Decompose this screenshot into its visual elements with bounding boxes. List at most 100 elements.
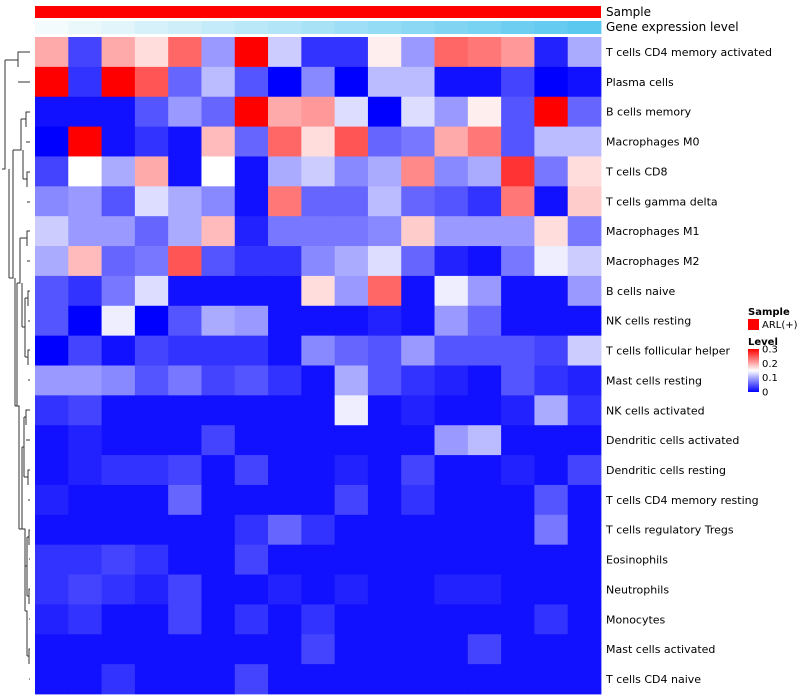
heatmap-cell bbox=[201, 275, 236, 307]
heatmap-cell bbox=[534, 275, 569, 307]
heatmap-cell bbox=[134, 514, 169, 546]
heatmap-cell bbox=[301, 425, 336, 456]
heatmap-cell bbox=[134, 634, 169, 665]
heatmap-cell bbox=[35, 514, 69, 546]
heatmap-cell bbox=[168, 604, 202, 635]
heatmap-cell bbox=[101, 96, 136, 127]
heatmap-cell bbox=[501, 604, 535, 635]
heatmap-cell bbox=[35, 305, 69, 337]
annotation-label-gene-expression: Gene expression level bbox=[606, 20, 739, 34]
heatmap-cell bbox=[68, 634, 102, 665]
heatmap-cell bbox=[234, 305, 269, 337]
heatmap-cell bbox=[268, 216, 302, 247]
row-label: T cells gamma delta bbox=[605, 195, 718, 208]
heatmap-cell bbox=[334, 634, 369, 665]
row-label: T cells CD4 memory activated bbox=[605, 46, 772, 59]
legend: Sample ARL(+) Level 0.3 0.2 0.1 0 bbox=[748, 307, 798, 399]
heatmap-cell bbox=[201, 514, 236, 546]
heatmap-cell bbox=[534, 574, 569, 605]
heatmap-cell bbox=[401, 365, 435, 396]
heatmap-cell bbox=[467, 37, 502, 68]
heatmap-cell bbox=[501, 395, 535, 426]
heatmap-cell bbox=[434, 574, 469, 605]
heatmap-cell bbox=[467, 275, 502, 307]
heatmap-cell bbox=[68, 246, 102, 277]
heatmap-cell bbox=[367, 66, 402, 98]
heatmap-cell bbox=[401, 126, 435, 157]
legend-level-title: Level bbox=[748, 337, 778, 348]
heatmap-cell bbox=[534, 126, 569, 157]
heatmap-cell bbox=[234, 246, 269, 277]
heatmap-cell bbox=[35, 664, 69, 695]
heatmap-cell bbox=[101, 37, 136, 68]
heatmap-cell bbox=[134, 37, 169, 68]
heatmap-cell bbox=[434, 305, 469, 337]
heatmap-cell bbox=[35, 37, 69, 68]
heatmap-cell bbox=[134, 544, 169, 575]
heatmap-cell bbox=[101, 574, 136, 605]
heatmap-cell bbox=[301, 365, 336, 396]
heatmap-cell bbox=[567, 425, 602, 456]
heatmap-cell bbox=[467, 455, 502, 486]
heatmap-cell bbox=[35, 156, 69, 187]
heatmap-cell bbox=[501, 37, 535, 68]
heatmap-cell bbox=[68, 305, 102, 337]
heatmap-cell bbox=[367, 96, 402, 127]
heatmap-cell bbox=[134, 275, 169, 307]
heatmap-cell bbox=[301, 246, 336, 277]
heatmap-cell bbox=[501, 96, 535, 127]
heatmap-cell bbox=[534, 305, 569, 337]
legend-level-tick: 0.2 bbox=[762, 359, 778, 370]
heatmap-cell bbox=[68, 514, 102, 546]
heatmap-cell bbox=[101, 634, 136, 665]
heatmap-cell bbox=[268, 395, 302, 426]
heatmap-cell bbox=[434, 634, 469, 665]
heatmap-cell bbox=[501, 335, 535, 366]
heatmap-cell bbox=[401, 96, 435, 127]
heatmap-cell bbox=[334, 156, 369, 187]
heatmap-cell bbox=[501, 455, 535, 486]
heatmap-cell bbox=[334, 544, 369, 575]
heatmap-cell bbox=[35, 126, 69, 157]
heatmap-cell bbox=[534, 96, 569, 127]
heatmap-cell bbox=[334, 425, 369, 456]
heatmap-cell bbox=[234, 544, 269, 575]
row-label: Dendritic cells activated bbox=[606, 434, 739, 447]
annotation-label-sample: Sample bbox=[606, 5, 651, 19]
heatmap-cell bbox=[268, 305, 302, 337]
heatmap-cell bbox=[234, 365, 269, 396]
heatmap-cell bbox=[534, 186, 569, 217]
heatmap-cell bbox=[301, 156, 336, 187]
row-label: Mast cells activated bbox=[606, 643, 715, 656]
heatmap-cell bbox=[434, 66, 469, 98]
heatmap-cell bbox=[501, 664, 535, 695]
legend-sample-swatch bbox=[748, 319, 759, 330]
heatmap-cell bbox=[68, 604, 102, 635]
heatmap-cell bbox=[501, 634, 535, 665]
heatmap-cell bbox=[134, 365, 169, 396]
heatmap-cell bbox=[234, 216, 269, 247]
heatmap-cell bbox=[334, 37, 369, 68]
heatmap-cell bbox=[534, 395, 569, 426]
legend-level-tick: 0.3 bbox=[762, 345, 778, 356]
heatmap-cell bbox=[301, 96, 336, 127]
heatmap-cell bbox=[567, 544, 602, 575]
heatmap-cell bbox=[467, 604, 502, 635]
heatmap-cell bbox=[101, 186, 136, 217]
row-labels: T cells CD4 memory activated Plasma cells… bbox=[605, 46, 772, 686]
heatmap-cell bbox=[301, 634, 336, 665]
heatmap-cell bbox=[501, 365, 535, 396]
heatmap-cell bbox=[401, 455, 435, 486]
gene-expression-annotation-cell bbox=[434, 21, 469, 34]
heatmap-cell bbox=[268, 156, 302, 187]
heatmap-cell bbox=[567, 186, 602, 217]
heatmap-cell bbox=[534, 66, 569, 98]
heatmap-cell bbox=[101, 395, 136, 426]
heatmap-cell bbox=[467, 484, 502, 516]
legend-sample-entry: ARL(+) bbox=[762, 320, 798, 331]
heatmap-cell bbox=[168, 246, 202, 277]
heatmap-cell bbox=[101, 425, 136, 456]
heatmap-cell bbox=[301, 186, 336, 217]
heatmap-cell bbox=[567, 634, 602, 665]
heatmap-cell bbox=[467, 246, 502, 277]
